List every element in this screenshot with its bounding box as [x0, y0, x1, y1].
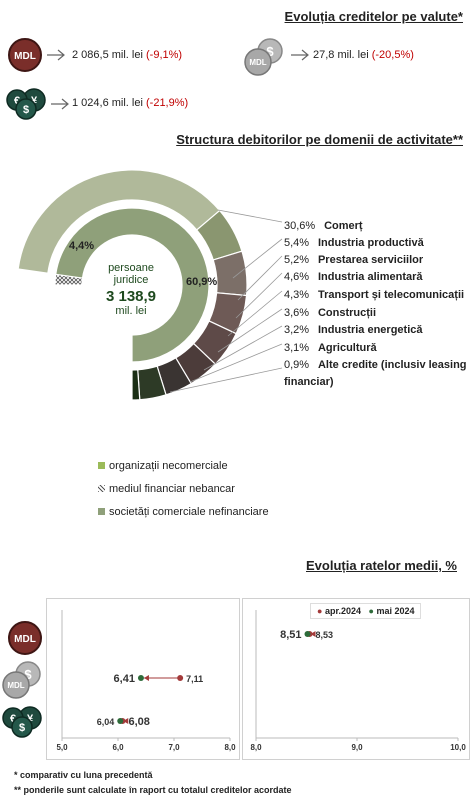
svg-text:MDL: MDL	[14, 51, 36, 62]
center-line1: persoane	[108, 262, 154, 274]
legend-item: organizații necomerciale	[98, 454, 269, 477]
change-arrow	[310, 631, 316, 637]
foreign-currency-icon: ¥ € $	[2, 706, 44, 738]
sunburst-inner-companies	[55, 207, 210, 363]
fx-credits-change: (-21,9%)	[146, 97, 189, 109]
legend-swatch	[98, 508, 105, 515]
footnote-2: ** ponderile sunt calculate în raport cu…	[14, 785, 292, 795]
svg-text:MDL: MDL	[14, 634, 36, 645]
center-total-value: 3 138,9	[105, 288, 157, 305]
leader-line	[237, 255, 283, 301]
mdl-icon: MDL	[8, 38, 42, 72]
svg-text:¥: ¥	[31, 95, 38, 107]
mdl-credits-value: 2 086,5 mil. lei (-9,1%)	[72, 49, 183, 61]
sector-row: 0,9% Alte credite (inclusiv leasing fina…	[284, 359, 467, 388]
mai-value-label: 8,51	[280, 629, 301, 641]
x-tick-label: 7,0	[168, 743, 180, 752]
x-tick-label: 10,0	[450, 743, 466, 752]
svg-text:$: $	[24, 667, 32, 682]
x-tick-label: 8,0	[224, 743, 236, 752]
sunburst-legend: organizații necomerciale mediul financia…	[98, 454, 269, 523]
linked-currency-icon: $ MDL	[242, 38, 286, 76]
legend-apr-marker: ●	[317, 606, 323, 616]
foreign-currency-icon: ¥ € $	[6, 88, 48, 120]
nonbank-share-label: 4,4%	[69, 240, 95, 252]
leader-line	[217, 308, 283, 353]
sector-row: 30,6% Comerț	[284, 220, 363, 232]
svg-text:€: €	[14, 95, 20, 107]
svg-text:MDL: MDL	[249, 58, 266, 67]
x-tick-label: 8,0	[250, 743, 262, 752]
leader-line	[217, 209, 283, 223]
leader-line	[232, 238, 283, 279]
currency-section-title: Evoluția creditelor pe valute*	[284, 9, 463, 24]
apr-value-label: 8,53	[316, 630, 334, 640]
leader-line	[227, 290, 283, 337]
arrow-icon	[46, 48, 66, 66]
center-line2: juridice	[113, 274, 149, 286]
legend-mai-label: mai 2024	[376, 606, 415, 616]
mai-value-label: 6,41	[114, 673, 135, 685]
fx-credits-value: 1 024,6 mil. lei (-21,9%)	[72, 97, 189, 109]
change-arrow	[123, 718, 129, 724]
change-arrow	[143, 675, 149, 681]
rates-legend: ● apr.2024 ● mai 2024	[310, 603, 422, 619]
leader-line	[189, 343, 283, 383]
legend-apr-label: apr.2024	[324, 606, 361, 616]
sector-row: 3,1% Agricultură	[284, 342, 377, 354]
linked-currency-icon: $ MDL	[0, 661, 44, 699]
sunburst-chart	[17, 169, 283, 401]
legend-mai-marker: ●	[368, 606, 374, 616]
linked-credits-change: (-20,5%)	[371, 49, 414, 61]
leader-line	[169, 367, 283, 393]
sector-row: 3,2% Industria energetică	[284, 324, 423, 336]
svg-text:€: €	[10, 713, 16, 725]
mdl-credits-change: (-9,1%)	[146, 49, 183, 61]
svg-text:¥: ¥	[27, 713, 34, 725]
sector-row: 4,3% Transport și telecomunicații	[284, 289, 465, 301]
rates-section-title: Evoluția ratelor medii, %	[306, 558, 457, 573]
sector-row: 5,4% Industria productivă	[284, 237, 424, 249]
svg-text:$: $	[19, 722, 25, 734]
x-tick-label: 9,0	[351, 743, 363, 752]
arrow-icon	[290, 48, 310, 66]
mai-value-label: 6,04	[97, 717, 115, 727]
sector-row: 5,2% Prestarea serviciilor	[284, 254, 424, 266]
mai-point	[304, 631, 311, 637]
apr-point	[177, 675, 184, 681]
apr-value-label: 7,11	[186, 674, 203, 684]
companies-share-label: 60,9%	[186, 276, 218, 288]
legend-item: societăți comerciale nefinanciare	[98, 500, 269, 523]
svg-text:MDL: MDL	[7, 681, 24, 690]
center-unit: mil. lei	[115, 305, 147, 317]
arrow-icon	[50, 97, 70, 115]
x-tick-label: 6,0	[112, 743, 124, 752]
mai-point	[117, 718, 124, 724]
rates-chart-right-panel	[242, 598, 470, 760]
mai-point	[137, 675, 144, 681]
sunburst-outer-segment	[131, 369, 141, 401]
svg-text:$: $	[266, 44, 274, 59]
sector-row: 4,6% Industria alimentară	[284, 271, 423, 283]
footnote-1: * comparativ cu luna precedentă	[14, 770, 153, 780]
svg-text:$: $	[23, 104, 29, 116]
apr-value-label: 6,08	[128, 716, 149, 728]
legend-swatch	[98, 462, 105, 469]
donut-center-label: persoane juridice 3 138,9 mil. lei	[96, 262, 166, 317]
leader-line	[203, 325, 283, 371]
sector-row: 3,6% Construcții	[284, 307, 377, 319]
debtors-structure-title: Structura debitorilor pe domenii de acti…	[176, 132, 463, 147]
leader-line	[235, 272, 283, 319]
legend-swatch	[98, 485, 105, 492]
x-tick-label: 5,0	[56, 743, 68, 752]
linked-credits-value: 27,8 mil. lei (-20,5%)	[313, 49, 414, 61]
legend-item: mediul financiar nebancar	[98, 477, 269, 500]
mdl-icon: MDL	[8, 621, 42, 655]
